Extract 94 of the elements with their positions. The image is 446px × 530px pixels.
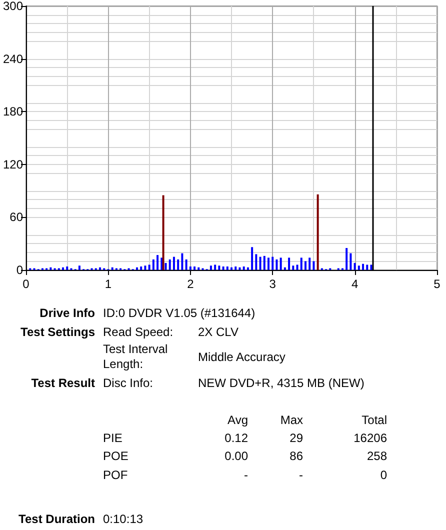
bar [66,266,68,270]
x-tick-label: 1 [104,277,112,291]
bar [144,266,146,270]
text: Drive Info [40,306,95,321]
bar [354,262,356,270]
bar [198,267,200,270]
bar [136,267,138,270]
bar [308,258,311,270]
bar [162,195,164,270]
text: Test Result [31,376,95,391]
bar [210,266,212,270]
text: Test Interval Length: [103,342,169,372]
bar [346,248,348,270]
bar [238,267,241,270]
y-tick-label: 240 [2,52,24,66]
text: PIE [103,431,122,446]
y-tick-label: 300 [2,0,24,13]
text: Test Settings [20,325,95,340]
bar [164,262,167,270]
x-tick-label: 4 [351,277,358,291]
bar [234,266,237,270]
bar [214,264,216,270]
text: 0:10:13 [103,512,144,527]
bar [226,266,228,270]
text: 16206 [354,431,387,446]
bar [78,266,80,270]
bar [366,264,368,270]
bar [140,266,142,270]
text: ID:0 DVDR V1.05 (#131644) [103,306,256,321]
text: POF [103,468,128,483]
bar [62,267,64,270]
bar [251,247,254,270]
text: Read Speed: [103,325,174,340]
bar [50,267,52,270]
text: Avg [228,413,248,428]
text: - [299,468,303,483]
x-tick-label: 3 [269,277,276,291]
text: Disc Info: [103,376,154,391]
text: 29 [290,431,303,446]
bar [181,253,184,270]
bar [304,261,306,270]
bar [316,194,319,270]
bar [242,266,245,270]
text: 0 [380,468,387,483]
bar [189,266,192,270]
bar [160,258,163,270]
bar [230,267,233,270]
bar [296,264,298,270]
bar [362,264,364,270]
x-tick-label: 2 [187,277,194,291]
bar [370,264,372,270]
bar [284,267,286,270]
text: NEW DVD+R, 4315 MB (NEW) [198,376,364,391]
bar [218,266,220,270]
text: Total [362,413,387,428]
text: 2X CLV [198,325,238,340]
text: - [244,468,248,483]
text: POE [103,449,128,464]
bar [185,259,188,270]
bar [272,256,274,270]
bar [99,267,101,270]
y-tick-label: 180 [2,104,24,119]
bar [152,259,154,270]
bar [246,267,249,270]
text: 258 [366,449,387,464]
bar [255,254,258,270]
text: 0.12 [224,431,248,446]
bar [148,264,150,270]
bar [111,267,114,270]
bar [172,256,175,270]
bar [292,266,294,270]
bar [358,266,360,270]
bar [276,259,278,270]
bar [168,259,171,270]
bar [177,259,180,270]
bar [268,258,270,270]
bar [156,255,159,270]
bar [263,256,266,270]
text: Max [280,413,303,428]
bar [222,266,224,270]
text: 0.00 [224,449,248,464]
y-tick-label: 60 [10,210,24,224]
bar [259,256,262,270]
bar [280,258,282,270]
text: Middle Accuracy [198,350,286,365]
text: 86 [290,449,303,464]
text: Test Duration [18,512,95,527]
bar [288,258,290,270]
bar [300,258,302,270]
x-tick-label: 5 [434,277,441,291]
bar [194,266,196,270]
bar [312,261,315,270]
y-tick-label: 120 [2,157,24,172]
bar [350,253,352,270]
